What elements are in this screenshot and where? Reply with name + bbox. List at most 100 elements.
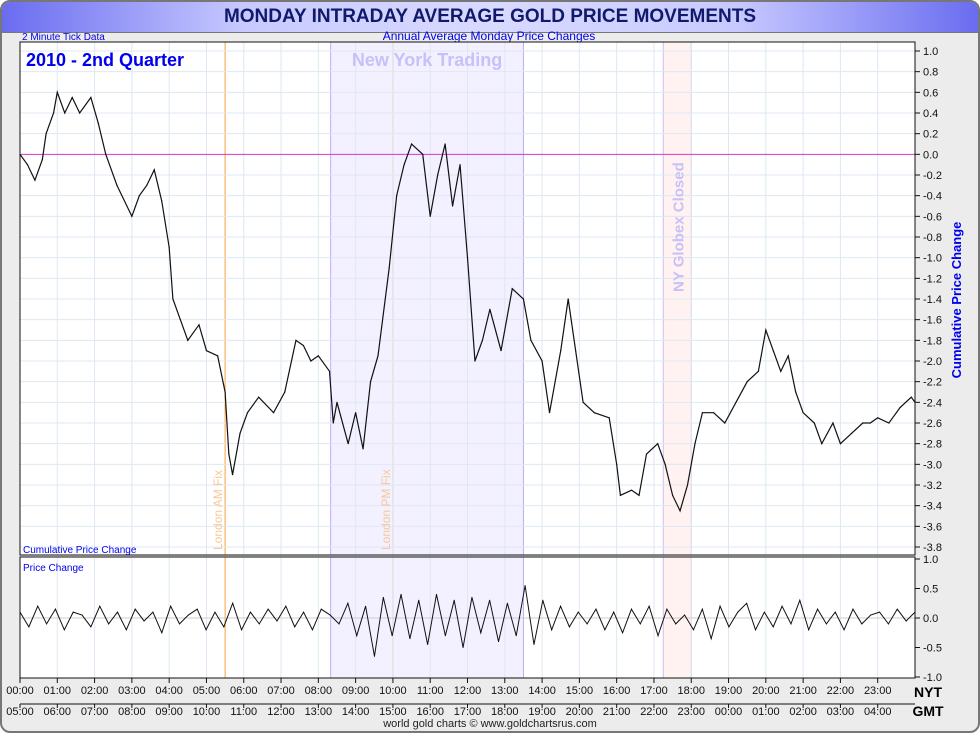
cumulative-data-point <box>228 453 230 455</box>
nyt-tick-label: 21:00 <box>789 685 817 697</box>
nyt-tick-label: 14:00 <box>528 685 556 697</box>
cumulative-data-point <box>19 153 21 155</box>
cumulative-data-point <box>45 133 47 135</box>
y-tick-label: -3.4 <box>923 501 942 513</box>
gmt-tick-label: 05:00 <box>6 706 34 718</box>
price-change-data-point <box>187 614 189 616</box>
cumulative-data-point <box>619 494 621 496</box>
price-change-data-point <box>630 608 632 610</box>
cumulative-data-point <box>231 474 234 476</box>
price-change-data-point <box>72 611 74 613</box>
price-change-data-point <box>905 620 907 622</box>
cumulative-data-point <box>772 350 774 352</box>
price-change-data-point <box>728 626 730 628</box>
cumulative-data-point <box>851 432 853 434</box>
price-change-data-point <box>205 629 207 631</box>
price-change-data-point <box>887 623 889 625</box>
gmt-tick-label: 06:00 <box>44 706 72 718</box>
price-change-data-point <box>241 629 243 631</box>
cumulative-data-point <box>616 463 618 465</box>
cumulative-data-point <box>757 370 759 372</box>
price-change-data-point <box>524 585 526 587</box>
cumulative-data-point <box>388 267 390 269</box>
cumulative-data-point <box>701 412 704 414</box>
cumulative-data-point <box>813 422 815 424</box>
cumulative-data-point <box>567 298 569 300</box>
cumulative-data-point <box>52 112 55 114</box>
cumulative-data-point <box>295 339 297 341</box>
cumulative-data-point <box>172 298 174 300</box>
nyt-tick-label: 15:00 <box>566 685 594 697</box>
price-change-data-point <box>54 608 56 610</box>
cumulative-data-point <box>396 195 398 197</box>
cumulative-data-point <box>179 319 181 321</box>
cumulative-data-point <box>645 453 648 455</box>
nyt-tick-label: 00:00 <box>6 685 34 697</box>
price-change-panel-label: Price Change <box>23 563 84 574</box>
cumulative-data-point <box>347 443 349 445</box>
cumulative-data-point <box>239 432 241 434</box>
price-change-data-point <box>480 632 482 634</box>
price-change-data-point <box>471 596 473 598</box>
price-change-data-point <box>506 602 508 604</box>
cumulative-data-point <box>839 443 842 445</box>
cumulative-data-point <box>593 412 595 414</box>
nyt-tick-label: 06:00 <box>230 685 258 697</box>
cumulative-data-point <box>530 339 532 341</box>
footer-credit: world gold charts © www.goldchartsrus.co… <box>382 718 597 730</box>
price-change-data-point <box>746 602 748 604</box>
nyt-tick-label: 11:00 <box>417 685 444 697</box>
gmt-tick-label: 00:00 <box>715 706 743 718</box>
price-change-data-point <box>285 605 287 607</box>
price-change-data-point <box>90 626 92 628</box>
y-tick-label: -2.2 <box>923 377 942 389</box>
gmt-tick-label: 15:00 <box>379 706 407 718</box>
gmt-tick-label: 19:00 <box>528 706 556 718</box>
nyt-tick-label: 09:00 <box>342 685 370 697</box>
cumulative-data-point <box>821 443 823 445</box>
y-axis-label: Cumulative Price Change <box>949 222 964 379</box>
cumulative-data-point <box>638 494 640 496</box>
cumulative-data-point <box>258 396 260 398</box>
y-tick-label: -3.8 <box>923 542 942 554</box>
price-change-data-point <box>843 629 845 631</box>
cumulative-data-point <box>444 143 446 145</box>
price-change-data-point <box>37 605 39 607</box>
nyt-tick-label: 17:00 <box>640 685 668 697</box>
price-change-data-point <box>763 611 765 613</box>
nyt-tick-label: 04:00 <box>155 685 183 697</box>
price-change-data-point <box>28 626 30 628</box>
price-change-data-point <box>276 620 278 622</box>
cumulative-data-point <box>328 370 331 372</box>
cumulative-data-point <box>679 510 681 512</box>
price-change-data-point <box>577 611 579 613</box>
cumulative-data-point <box>41 158 43 161</box>
cumulative-data-point <box>459 164 461 166</box>
price-change-data-point <box>489 599 491 601</box>
price-change-data-point <box>879 611 881 613</box>
top-plot-border <box>19 41 916 556</box>
price-change-data-point <box>444 635 446 637</box>
cumulative-data-point <box>56 91 58 93</box>
price-change-data-point <box>639 623 641 625</box>
price-change-data-point <box>701 608 703 610</box>
gmt-tick-label: 10:00 <box>193 706 221 718</box>
price-change-data-point <box>125 629 127 631</box>
price-change-data-point <box>258 623 260 625</box>
y-tick-label: 0.0 <box>923 149 938 161</box>
price-change-data-point <box>870 614 872 616</box>
cumulative-data-point <box>410 143 413 145</box>
cumulative-panel-label: Cumulative Price Change <box>23 545 137 556</box>
gmt-tick-label: 14:00 <box>342 706 370 718</box>
gmt-tick-label: 12:00 <box>267 706 295 718</box>
cumulative-data-point <box>377 355 379 357</box>
price-change-data-point <box>790 623 792 625</box>
y-tick-label: 0.0 <box>923 613 938 625</box>
cumulative-data-point <box>105 153 107 155</box>
cumulative-data-point <box>97 122 99 124</box>
price-change-data-point <box>170 605 172 607</box>
price-change-data-point <box>329 614 331 616</box>
cumulative-data-point <box>888 422 890 424</box>
price-change-data-point <box>391 635 393 637</box>
